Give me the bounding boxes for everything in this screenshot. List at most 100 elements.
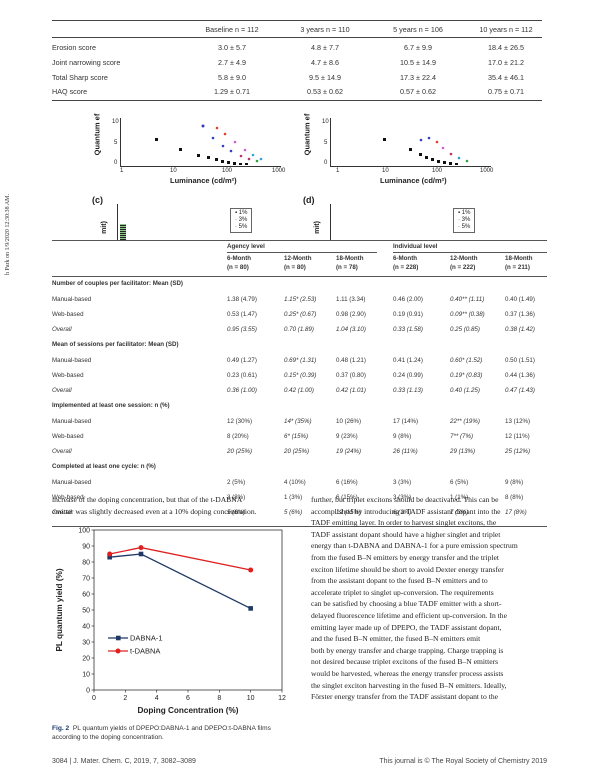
- t2-cell: 0.33 (1.13): [393, 387, 423, 394]
- t2-row: Manual-based 12 (30%) 14* (35%) 10 (26%) 17 …: [52, 418, 547, 432]
- t2-section-title: Completed at least one cycle: n (%): [52, 463, 156, 470]
- t2-row-label: Manual-based: [52, 479, 92, 486]
- t2-row-label: Web-based: [52, 494, 84, 501]
- t2-cell: 0.25 (0.85): [450, 326, 480, 333]
- t1-cell: 17.3 ± 22.4: [400, 73, 436, 82]
- t2-cell: 0.49 (1.27): [227, 357, 257, 364]
- t1-row-label: Total Sharp score: [52, 73, 108, 82]
- x-tick-label: 10: [247, 695, 255, 702]
- text-line: the singlet exciton harvesting in the fu…: [311, 680, 507, 690]
- t2-row-label: Manual-based: [52, 418, 92, 425]
- t1-cell: 35.4 ± 46.1: [488, 73, 524, 82]
- t2-cell: 2 (5%): [227, 479, 246, 486]
- figure-panel-left: Quantum ef 10 5 0: [90, 110, 300, 195]
- t1-row-label: HAQ score: [52, 87, 88, 96]
- text-line: TADF assistant dopant should have a high…: [311, 529, 501, 539]
- x-tick-label: 0: [92, 695, 96, 702]
- t1-cell: 4.8 ± 7.7: [311, 43, 339, 52]
- x-tick-label: 8: [217, 695, 221, 702]
- t2-row-label: Overall: [52, 448, 72, 455]
- t2-cell: 6 (15%): [336, 494, 358, 501]
- t2-row: Web-based 3 (8%) 1 (3%) 6 (15%) 3 (3%) 1 (1%)…: [52, 494, 547, 508]
- x-tick: 1: [336, 168, 340, 174]
- t2-cell: 7 (3%): [450, 509, 469, 516]
- x-tick: 100: [222, 168, 233, 174]
- t2-row: Web-based 0.23 (0.61) 0.15* (0.39) 0.37 (0.…: [52, 372, 547, 386]
- t2-cell: 3 (8%): [227, 494, 246, 501]
- t2-col-header: 12-Month: [284, 255, 312, 262]
- legend-entry: · 5%: [235, 224, 248, 230]
- t2-col-header: 6-Month: [393, 255, 418, 262]
- legend-entry: · 3%: [235, 217, 248, 223]
- t1-cell: 1.29 ± 0.71: [214, 87, 250, 96]
- t2-group-header: Agency level: [227, 243, 265, 250]
- t2-cell: 6* (15%): [284, 433, 309, 440]
- fig2-caption: Fig. 2 PL quantum yields of DPEPO:DABNA-…: [52, 725, 284, 742]
- data-point: [248, 606, 253, 611]
- t2-row: Overall 20 (25%) 20 (25%) 19 (24%) 26 (11%) 2…: [52, 448, 547, 462]
- t2-row: Overall 0.36 (1.00) 0.42 (1.00) 0.42 (1.01)…: [52, 387, 547, 401]
- text-line: can be satisfied by choosing a blue TADF…: [311, 599, 502, 609]
- data-point: [107, 551, 113, 557]
- t2-group-header: Individual level: [393, 243, 438, 250]
- x-tick: 10: [382, 168, 389, 174]
- page-footer: 3084 | J. Mater. Chem. C, 2019, 7, 3082–…: [52, 758, 547, 765]
- t2-cell: 0.42 (1.01): [336, 387, 366, 394]
- panel-xlabel: Luminance (cd/m²): [170, 176, 237, 185]
- t2-cell: 12 (30%): [227, 418, 253, 425]
- legend-marker: [115, 648, 121, 654]
- panel-d-fragment: mit) ▪ 1% · 3% · 5%: [314, 204, 501, 240]
- x-axis-label: Doping Concentration (%): [138, 706, 239, 715]
- x-tick-label: 4: [155, 695, 159, 702]
- t2-col-header-n: (n = 78): [336, 264, 358, 271]
- t2-cell: 1 (1%): [450, 494, 469, 501]
- y-tick-label: 0: [86, 687, 90, 694]
- text-line: accelerate triplet to singlet up-convers…: [311, 587, 494, 597]
- t2-cell: 0.70 (1.89): [284, 326, 314, 333]
- legend-entry: · 3%: [458, 217, 471, 223]
- text-line: from the fused B–N emitters by energy tr…: [311, 552, 499, 562]
- series-line-DABNA-1: [109, 553, 251, 609]
- y-tick-label: 100: [78, 527, 90, 534]
- t2-cell: 12 (11%): [505, 433, 530, 440]
- y-tick-label: 30: [82, 639, 90, 646]
- t2-cell: 0.42 (1.00): [284, 387, 314, 394]
- t2-cell: 8 (8%): [505, 494, 524, 501]
- panel-cropped-ylabel: mit): [313, 221, 321, 234]
- series-line-t-DABNA: [109, 546, 251, 571]
- right-column-text: further, but triplet excitons should be …: [311, 494, 547, 703]
- t2-row: Overall 0.95 (3.55) 0.70 (1.89) 1.04 (3.10)…: [52, 326, 547, 340]
- legend-label: t-DABNA: [130, 647, 160, 656]
- t2-cell: 26 (11%): [393, 448, 418, 455]
- y-axis-label: PL quantum yield (%): [55, 568, 64, 651]
- t2-cell: 6 (3%): [393, 509, 412, 516]
- panel-cropped-ylabel: mit): [100, 221, 108, 234]
- t2-cell: 12 (15%): [336, 509, 362, 516]
- t2-row: Web-based 0.53 (1.47) 0.25* (0.67) 0.98 (2.…: [52, 311, 547, 325]
- panel-label-d: (d): [303, 195, 315, 205]
- t1-row-label: Erosion score: [52, 43, 96, 52]
- t1-cell: 18.4 ± 26.5: [488, 43, 524, 52]
- t2-cell: 14* (35%): [284, 418, 312, 425]
- t2-col-header-n: (n = 80): [284, 264, 306, 271]
- legend-entry: ▪ 1%: [458, 210, 471, 216]
- footer-citation: 3084 | J. Mater. Chem. C, 2019, 7, 3082–…: [52, 758, 196, 765]
- t1-cell: 0.57 ± 0.62: [400, 87, 436, 96]
- fig2-line-chart: 0 10 20 30 40 50 60 70 80 90 100 0 2 4 6 8 10 12 Doping Co…: [55, 527, 286, 715]
- y-tick: 0: [114, 160, 118, 166]
- t2-cell: 9 (8%): [505, 479, 524, 486]
- t2-cell: 19 (24%): [336, 448, 362, 455]
- t1-cell: 2.7 ± 4.9: [218, 58, 246, 67]
- t2-cell: 13 (12%): [505, 418, 531, 425]
- t1-cell: 9.5 ± 14.9: [309, 73, 341, 82]
- text-line: would be harvested, whereas the energy t…: [311, 668, 504, 678]
- legend-label: DABNA-1: [130, 634, 163, 643]
- t2-cell: 0.33 (1.58): [393, 326, 423, 333]
- t1-col-header: 3 years n = 110: [300, 25, 350, 34]
- data-point: [248, 567, 254, 573]
- t2-cell: 0.19 (0.91): [393, 311, 423, 318]
- t2-cell: 1.11 (3.34): [336, 296, 366, 303]
- t2-section-title: Mean of sessions per facilitator: Mean (…: [52, 341, 179, 348]
- legend: ▪ 1% · 3% · 5%: [230, 208, 253, 233]
- text-line: Förster energy transfer from the TADF as…: [311, 692, 499, 702]
